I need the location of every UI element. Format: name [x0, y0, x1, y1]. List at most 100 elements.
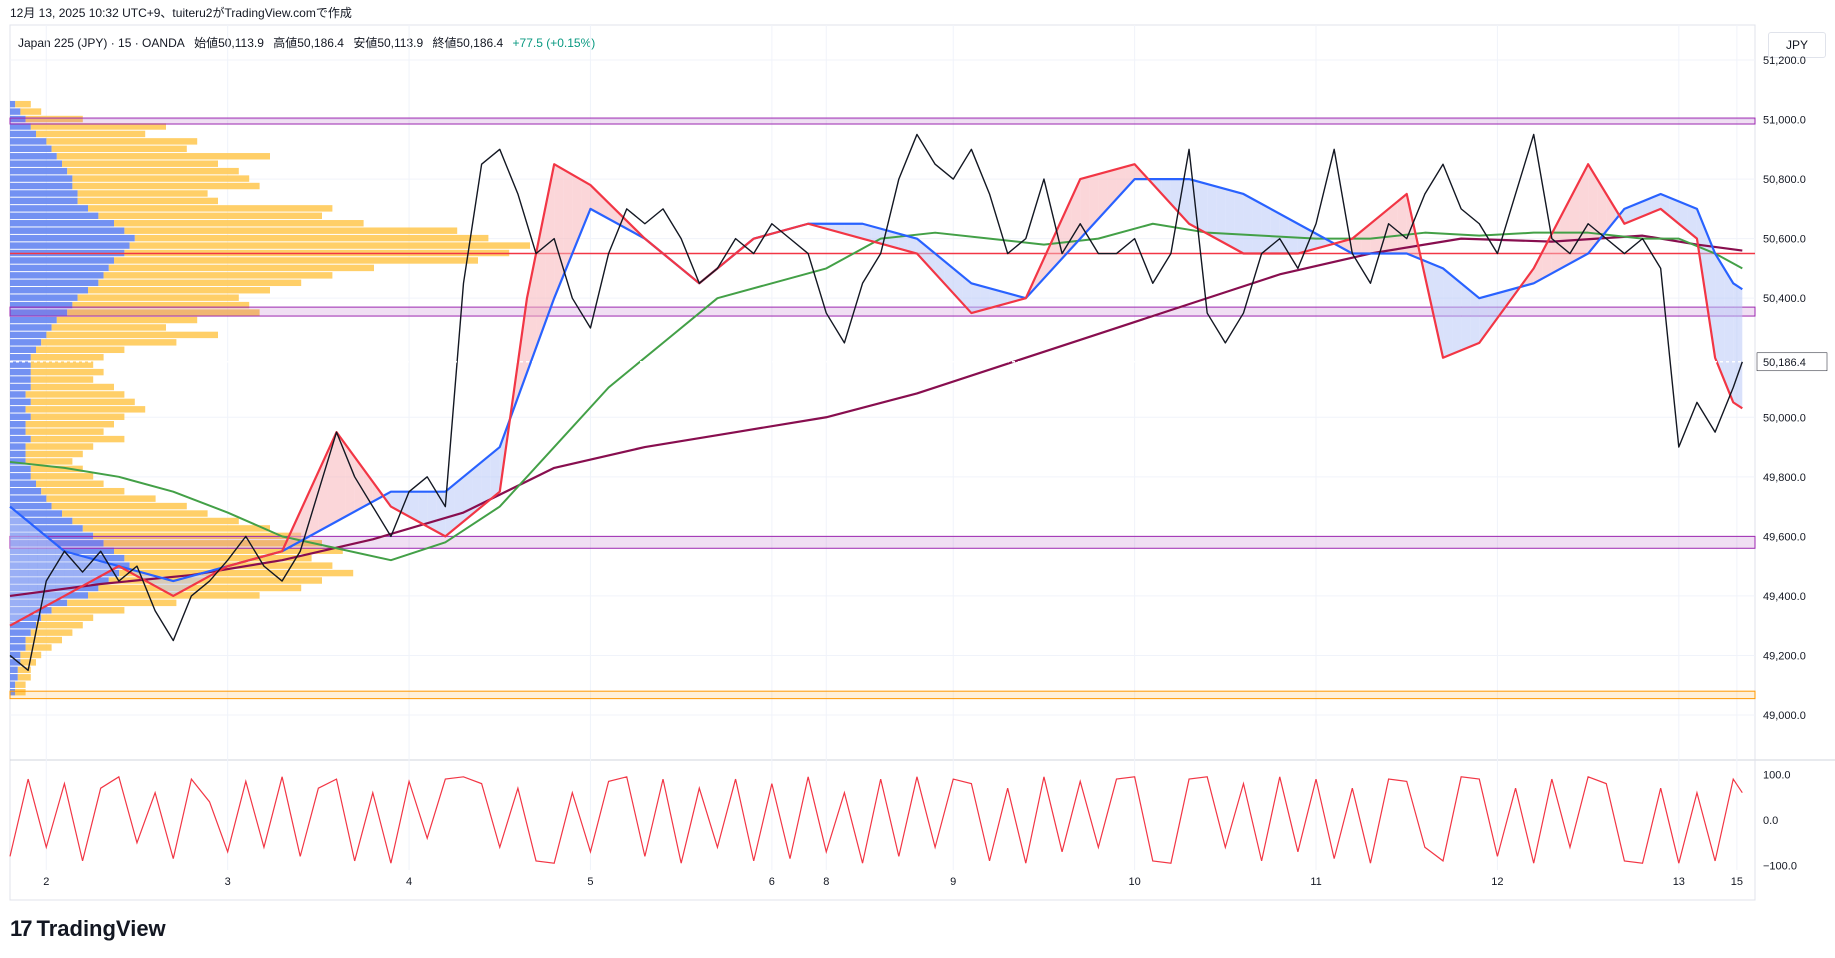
volume-bar-blue — [10, 130, 36, 138]
volume-bar-blue — [10, 279, 99, 287]
x-tick-label: 9 — [950, 876, 956, 888]
volume-bar-yellow — [124, 554, 312, 562]
volume-bar-yellow — [88, 287, 270, 294]
ema-cloud-segment — [1633, 201, 1643, 221]
y-tick-label: 49,600.0 — [1763, 531, 1806, 543]
x-tick-label: 2 — [43, 876, 49, 888]
y-tick-label: 49,000.0 — [1763, 710, 1806, 722]
volume-bar-blue — [10, 517, 73, 525]
volume-bar-yellow — [119, 569, 354, 577]
volume-bar-blue — [10, 153, 57, 160]
volume-bar-yellow — [41, 339, 177, 346]
volume-bar-blue — [10, 123, 31, 130]
ema-cloud-segment — [463, 469, 473, 522]
open-value: 始値50,113.9 — [194, 36, 264, 50]
ema-cloud-segment — [1470, 290, 1480, 347]
ema-cloud-segment — [517, 298, 527, 398]
volume-bar-yellow — [134, 234, 489, 242]
volume-bar-blue — [10, 175, 73, 182]
volume-bar-yellow — [17, 666, 31, 674]
ema-cloud-segment — [545, 164, 555, 323]
volume-bar-yellow — [114, 257, 478, 264]
y-tick-label: 50,000.0 — [1763, 412, 1806, 424]
volume-bar-yellow — [72, 182, 260, 190]
ema-cloud-segment — [46, 536, 56, 606]
ema-cloud-segment — [291, 511, 301, 547]
ema-cloud-segment — [409, 491, 419, 522]
ema-cloud-segment — [971, 283, 981, 314]
ema-cloud-segment — [898, 233, 908, 252]
close-value: 終値50,186.4 — [432, 36, 504, 50]
ema-cloud-segment — [1216, 186, 1226, 244]
brand-logo[interactable]: 17 TradingView — [10, 916, 166, 942]
volume-bar-blue — [10, 406, 26, 413]
ema-cloud-segment — [1125, 164, 1135, 190]
y-tick-label: 51,000.0 — [1763, 115, 1806, 127]
volume-bar-blue — [10, 376, 31, 383]
volume-bar-yellow — [129, 242, 530, 249]
volume-bar-blue — [10, 629, 31, 636]
ema-cloud-segment — [1179, 179, 1190, 224]
ema-cloud-segment — [91, 558, 101, 582]
volume-bar-yellow — [98, 212, 323, 220]
volume-bar-yellow — [36, 480, 104, 487]
ema-cloud-segment — [1651, 193, 1661, 213]
ema-cloud-segment — [1370, 216, 1380, 254]
volume-bar-blue — [10, 443, 26, 450]
volume-bar-blue — [10, 435, 31, 443]
volume-bar-blue — [10, 316, 57, 324]
volume-bar-blue — [10, 681, 16, 688]
volume-bar-yellow — [30, 413, 125, 420]
osc-tick-label: 100.0 — [1763, 770, 1791, 782]
volume-bar-blue — [10, 145, 52, 153]
volume-bar-yellow — [77, 294, 239, 301]
volume-bar-yellow — [30, 383, 114, 391]
currency-button[interactable]: JPY — [1768, 32, 1826, 58]
volume-bar-blue — [10, 212, 99, 220]
ema-cloud-segment — [37, 528, 47, 611]
ema-cloud-segment — [1161, 179, 1171, 204]
volume-bar-yellow — [20, 108, 42, 115]
ema-cloud-segment — [445, 484, 455, 537]
ema-cloud-segment — [1461, 283, 1471, 351]
x-tick-label: 4 — [406, 876, 412, 888]
indicator-lines — [9, 133, 1755, 672]
volume-bar-yellow — [17, 674, 31, 681]
volume-bar-blue — [10, 621, 36, 629]
change-value: +77.5 (+0.15%) — [512, 36, 596, 50]
volume-bar-blue — [10, 487, 42, 495]
volume-bar-yellow — [108, 577, 322, 584]
volume-bar-blue — [10, 138, 47, 145]
ema-cloud-segment — [1252, 198, 1262, 254]
ema-fast-line — [9, 163, 1743, 627]
volume-bar-yellow — [98, 584, 302, 592]
ema-cloud-segment — [998, 290, 1008, 306]
volume-bar-yellow — [25, 115, 83, 123]
symbol-name[interactable]: Japan 225 (JPY) · 15 · OANDA — [18, 36, 185, 50]
volume-bar-blue — [10, 294, 78, 301]
ema-cloud-segment — [1433, 264, 1444, 358]
volume-bar-blue — [10, 331, 47, 339]
volume-bar-yellow — [103, 272, 333, 279]
volume-bar-blue — [10, 242, 130, 249]
ema-cloud-segment — [1261, 203, 1271, 254]
snapshot-caption: 12月 13, 2025 10:32 UTC+9、tuiteru2がTradin… — [10, 6, 352, 20]
ema-cloud-segment — [844, 223, 854, 237]
y-tick-label: 49,800.0 — [1763, 472, 1806, 484]
volume-bar-yellow — [77, 190, 208, 197]
brand-name: TradingView — [36, 916, 166, 941]
ema-cloud-segment — [345, 444, 355, 517]
ema-cloud-segment — [1415, 234, 1425, 276]
ema-cloud-segment — [490, 447, 500, 500]
ema-cloud-segment — [581, 179, 591, 232]
ema-cloud-segment — [554, 164, 564, 299]
volume-bar-blue — [10, 666, 18, 674]
x-tick-label: 13 — [1673, 876, 1685, 888]
volume-bar-blue — [10, 160, 62, 167]
volume-bar-yellow — [41, 487, 125, 495]
ema-cloud-segment — [1288, 218, 1298, 254]
ema-cloud-segment — [1080, 176, 1090, 239]
volume-bar-blue — [10, 480, 36, 487]
price-axis: 51,200.0 51,000.0 50,800.0 50,600.0 50,400.0… — [1756, 55, 1828, 722]
